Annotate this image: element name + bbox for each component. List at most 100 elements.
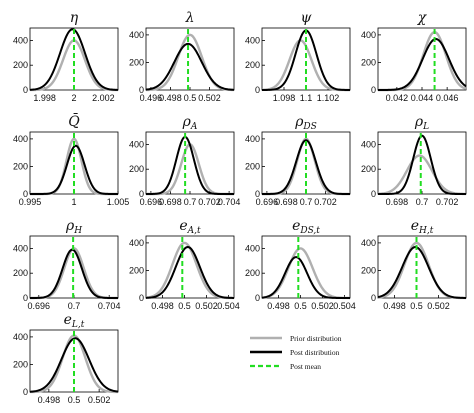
axes-frame (145, 131, 235, 195)
x-tick-label: 0.498 (267, 301, 290, 311)
legend: Prior distribution Post distribution Post … (250, 334, 342, 371)
y-tick-label: 200 (245, 268, 260, 278)
y-tick-label: 0 (371, 85, 376, 95)
y-tick-label: 200 (13, 359, 28, 369)
x-tick-label: 0.702 (314, 197, 337, 207)
x-tick-label: 0.5 (68, 395, 81, 405)
posterior-curve (377, 246, 467, 299)
panel-title-subscript: H,t (418, 226, 434, 236)
prior-curve (145, 241, 235, 300)
y-tick-label: 400 (129, 30, 144, 40)
x-tick-label: 0.7 (184, 197, 197, 207)
panel-title: ρL (414, 114, 429, 132)
x-tick-label: 1.102 (317, 93, 340, 103)
panel-11: eDS,t 0 200 400 0.498 0.5 0.502 0.504 (245, 218, 356, 311)
panel-title-main: ρ (414, 114, 424, 130)
y-tick-label: 200 (361, 164, 376, 174)
posterior-curve (30, 248, 118, 299)
panel-title-main: Q̄ (68, 112, 80, 130)
y-tick-label: 200 (13, 268, 28, 278)
axes-frame (145, 27, 235, 91)
posterior-curve (146, 135, 234, 195)
panel-title: eA,t (179, 218, 201, 236)
x-tick-label: 0.496 (140, 93, 163, 103)
y-tick-label: 400 (129, 139, 144, 149)
x-tick-label: 0.995 (19, 197, 42, 207)
panel-title-subscript: DS,t (299, 226, 320, 236)
x-tick-label: 0.702 (198, 197, 221, 207)
panel-title: ρA (182, 114, 198, 132)
prior-curve (145, 33, 235, 92)
panel-title: ρH (65, 218, 82, 236)
x-tick-label: 0.7 (68, 301, 81, 311)
x-tick-label: 0.5 (410, 301, 423, 311)
y-tick-label: 0 (23, 189, 28, 199)
x-tick-label: 0.5 (294, 301, 307, 311)
panel-title-subscript: H (73, 226, 82, 236)
panel-title-main: χ (417, 10, 428, 26)
panel-1: η 0 200 400 1.998 2 2.002 (13, 10, 119, 103)
panel-3: ψ 0 200 400 1.098 1.1 1.102 (245, 10, 351, 103)
x-tick-label: 0.498 (38, 395, 61, 405)
panel-title-subscript: L,t (71, 320, 85, 330)
x-tick-label: 0.502 (311, 301, 334, 311)
y-tick-label: 400 (361, 30, 376, 40)
y-tick-label: 200 (129, 265, 144, 275)
panel-title-main: ψ (301, 10, 313, 26)
x-tick-label: 0.698 (275, 197, 298, 207)
y-tick-label: 400 (361, 139, 376, 149)
panel-title: ρDS (294, 114, 317, 132)
panel-title: eDS,t (292, 218, 320, 236)
panel-title-main: e (411, 218, 419, 234)
x-tick-label: 1.998 (33, 93, 56, 103)
y-tick-label: 200 (129, 164, 144, 174)
panel-title-main: ρ (65, 218, 75, 234)
panel-title: ψ (301, 10, 313, 26)
y-tick-label: 200 (129, 57, 144, 67)
panel-title: η (70, 10, 79, 26)
x-tick-label: 2.002 (92, 93, 115, 103)
y-tick-label: 0 (371, 293, 376, 303)
x-tick-label: 0.504 (217, 301, 240, 311)
axes-frame (261, 235, 351, 299)
posterior-curve (262, 139, 350, 195)
panel-12: eH,t 0 200 400 0.498 0.5 0.502 (361, 218, 467, 311)
y-tick-label: 200 (245, 161, 260, 171)
y-tick-label: 0 (371, 189, 376, 199)
x-tick-label: 1.1 (300, 93, 313, 103)
y-tick-label: 200 (361, 265, 376, 275)
x-tick-label: 0.696 (140, 197, 163, 207)
axes-frame (377, 131, 467, 195)
x-tick-label: 0.698 (386, 197, 409, 207)
panel-title-subscript: A,t (187, 226, 201, 236)
x-tick-label: 0.5 (178, 301, 191, 311)
x-tick-label: 0.498 (151, 301, 174, 311)
panel-title-subscript: A (190, 122, 198, 132)
x-tick-label: 0.502 (198, 93, 221, 103)
y-tick-label: 400 (13, 35, 28, 45)
x-tick-label: 0.7 (300, 197, 313, 207)
y-tick-label: 200 (13, 60, 28, 70)
legend-label: Post distribution (290, 348, 340, 357)
axes-frame (145, 235, 235, 299)
y-tick-label: 0 (255, 189, 260, 199)
x-tick-label: 0.702 (436, 197, 459, 207)
x-tick-label: 1.098 (273, 93, 296, 103)
y-tick-label: 400 (129, 238, 144, 248)
y-tick-label: 0 (23, 387, 28, 397)
posterior-curve (378, 134, 466, 195)
panel-title: χ (417, 10, 428, 26)
y-tick-label: 400 (13, 243, 28, 253)
posterior-curve (30, 144, 118, 195)
y-tick-label: 400 (361, 238, 376, 248)
prior-curve (377, 154, 467, 196)
posterior-curve (261, 256, 350, 299)
y-tick-label: 0 (139, 189, 144, 199)
x-tick-label: 1.005 (107, 197, 130, 207)
y-tick-label: 400 (245, 134, 260, 144)
x-tick-label: 0.696 (28, 301, 51, 311)
y-tick-label: 0 (23, 293, 28, 303)
